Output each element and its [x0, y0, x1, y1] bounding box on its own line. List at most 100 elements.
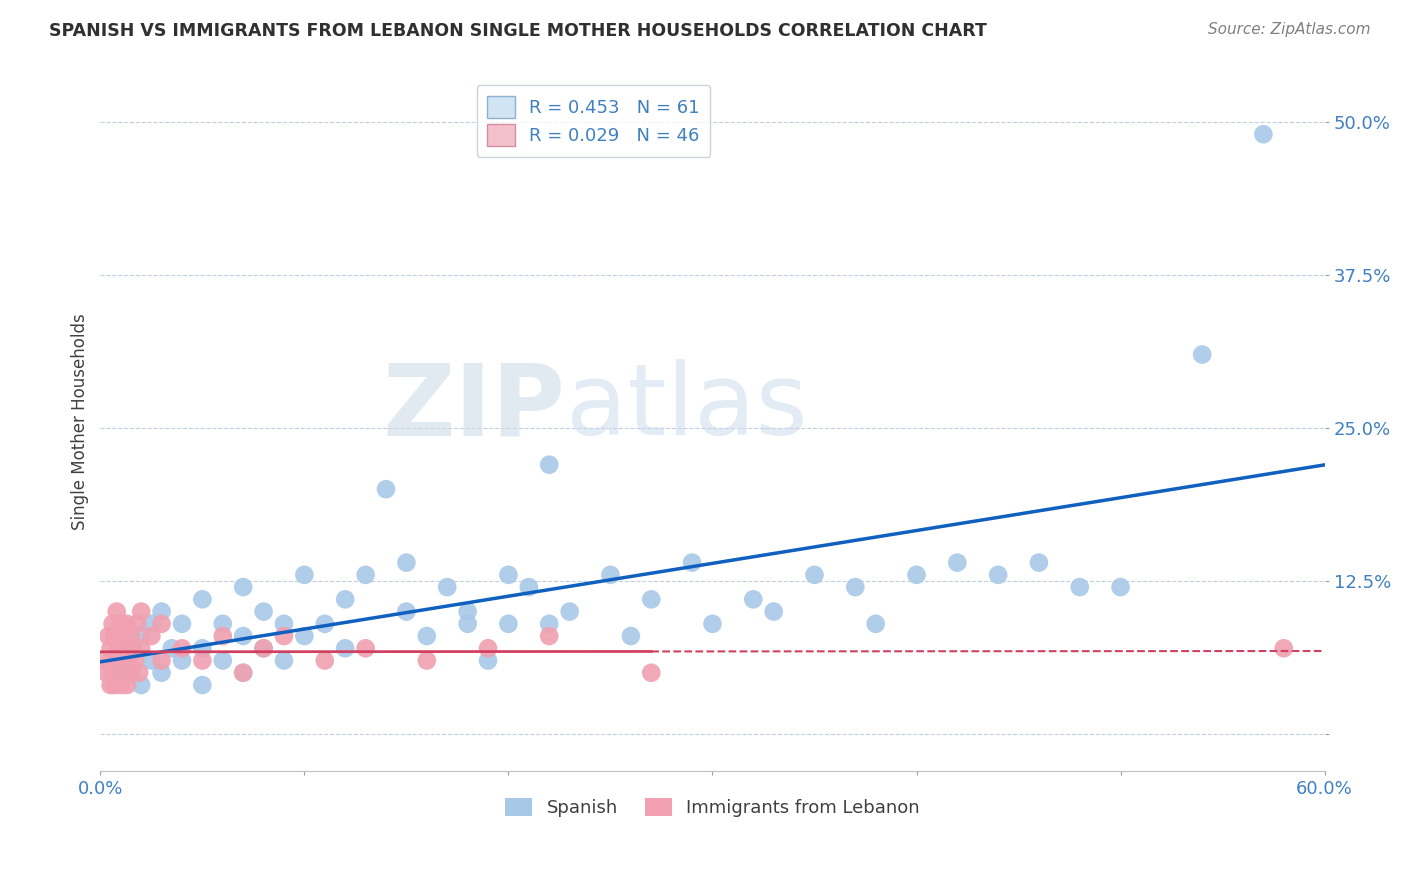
- Point: [110, 665, 132, 680]
- Point: [104, 678, 127, 692]
- Point: [110, 678, 132, 692]
- Point: [477, 641, 499, 656]
- Point: [107, 665, 129, 680]
- Point: [273, 654, 295, 668]
- Point: [211, 654, 233, 668]
- Point: [335, 641, 357, 656]
- Point: [517, 580, 540, 594]
- Point: [1272, 641, 1295, 656]
- Point: [211, 616, 233, 631]
- Point: [110, 616, 132, 631]
- Point: [905, 567, 928, 582]
- Point: [1191, 347, 1213, 361]
- Point: [232, 580, 254, 594]
- Point: [599, 567, 621, 582]
- Point: [232, 665, 254, 680]
- Point: [191, 641, 214, 656]
- Point: [150, 605, 173, 619]
- Point: [125, 616, 148, 631]
- Point: [96, 665, 118, 680]
- Point: [115, 616, 138, 631]
- Point: [232, 629, 254, 643]
- Point: [170, 616, 193, 631]
- Point: [538, 458, 561, 472]
- Point: [620, 629, 643, 643]
- Y-axis label: Single Mother Households: Single Mother Households: [72, 313, 89, 530]
- Text: Source: ZipAtlas.com: Source: ZipAtlas.com: [1208, 22, 1371, 37]
- Point: [354, 641, 377, 656]
- Point: [395, 556, 418, 570]
- Point: [141, 616, 163, 631]
- Point: [681, 556, 703, 570]
- Point: [498, 567, 520, 582]
- Point: [762, 605, 785, 619]
- Point: [292, 629, 315, 643]
- Point: [335, 592, 357, 607]
- Point: [124, 654, 146, 668]
- Point: [273, 616, 295, 631]
- Point: [538, 616, 561, 631]
- Point: [114, 665, 136, 680]
- Point: [105, 654, 128, 668]
- Point: [105, 605, 128, 619]
- Point: [1069, 580, 1091, 594]
- Point: [232, 665, 254, 680]
- Point: [1253, 127, 1275, 141]
- Legend: Spanish, Immigrants from Lebanon: Spanish, Immigrants from Lebanon: [498, 790, 927, 824]
- Point: [104, 629, 127, 643]
- Point: [844, 580, 866, 594]
- Point: [150, 654, 173, 668]
- Point: [375, 482, 398, 496]
- Point: [252, 641, 274, 656]
- Point: [150, 616, 173, 631]
- Text: SPANISH VS IMMIGRANTS FROM LEBANON SINGLE MOTHER HOUSEHOLDS CORRELATION CHART: SPANISH VS IMMIGRANTS FROM LEBANON SINGL…: [49, 22, 987, 40]
- Point: [702, 616, 724, 631]
- Point: [558, 605, 581, 619]
- Point: [141, 654, 163, 668]
- Point: [118, 654, 141, 668]
- Point: [129, 629, 152, 643]
- Point: [457, 616, 479, 631]
- Point: [120, 629, 142, 643]
- Point: [865, 616, 887, 631]
- Point: [129, 678, 152, 692]
- Point: [111, 654, 134, 668]
- Point: [129, 605, 152, 619]
- Point: [120, 641, 142, 656]
- Point: [640, 665, 662, 680]
- Point: [457, 605, 479, 619]
- Point: [987, 567, 1010, 582]
- Point: [1109, 580, 1132, 594]
- Point: [354, 567, 377, 582]
- Point: [160, 641, 183, 656]
- Point: [1028, 556, 1050, 570]
- Point: [477, 654, 499, 668]
- Point: [115, 678, 138, 692]
- Text: atlas: atlas: [565, 359, 807, 457]
- Point: [416, 654, 439, 668]
- Point: [129, 641, 152, 656]
- Point: [93, 654, 115, 668]
- Point: [122, 641, 145, 656]
- Point: [314, 616, 336, 631]
- Point: [120, 665, 142, 680]
- Point: [150, 665, 173, 680]
- Point: [191, 592, 214, 607]
- Point: [107, 641, 129, 656]
- Point: [314, 654, 336, 668]
- Point: [803, 567, 825, 582]
- Point: [742, 592, 765, 607]
- Point: [170, 641, 193, 656]
- Point: [292, 567, 315, 582]
- Point: [640, 592, 662, 607]
- Point: [416, 629, 439, 643]
- Point: [111, 629, 134, 643]
- Point: [498, 616, 520, 631]
- Point: [395, 605, 418, 619]
- Point: [170, 654, 193, 668]
- Point: [101, 616, 124, 631]
- Point: [252, 641, 274, 656]
- Point: [128, 665, 150, 680]
- Point: [436, 580, 458, 594]
- Point: [273, 629, 295, 643]
